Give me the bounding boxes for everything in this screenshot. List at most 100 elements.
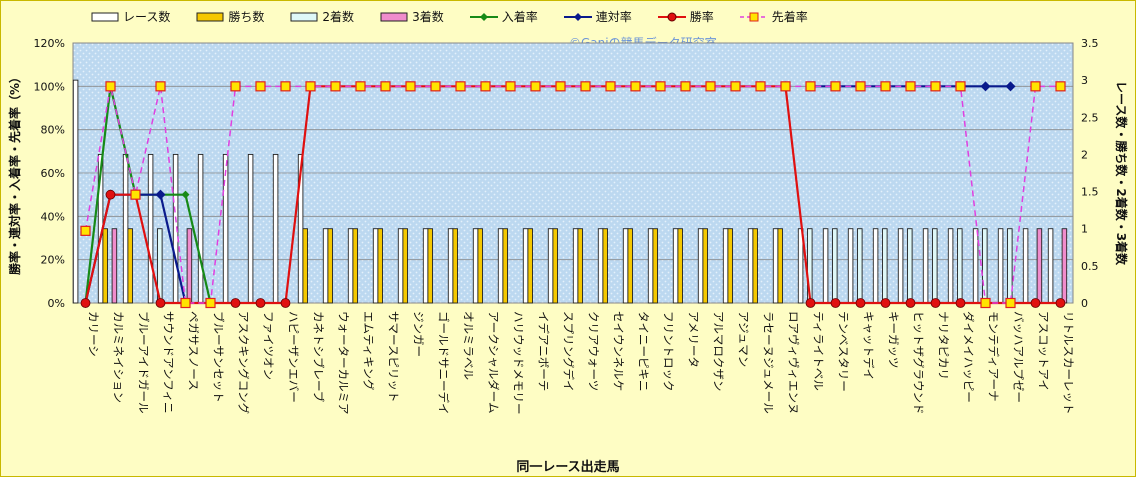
- x-category-label: アスクキングコング: [237, 311, 251, 415]
- marker-先着率: [480, 81, 491, 92]
- bar-レース数: [922, 228, 929, 304]
- bar-2着数: [857, 228, 863, 304]
- legend-item: 連対率: [563, 8, 632, 25]
- bar-レース数: [647, 228, 654, 304]
- marker-先着率: [530, 81, 541, 92]
- x-category-label: クリアウォーツ: [587, 311, 601, 391]
- bar-2着数: [957, 228, 963, 304]
- legend-item: 3着数: [380, 8, 444, 25]
- x-axis-label: 同一レース出走馬: [516, 460, 620, 475]
- bar-勝ち数: [502, 228, 508, 304]
- bar-勝ち数: [677, 228, 683, 304]
- x-category-label: ダイメイハッピー: [962, 311, 976, 403]
- bar-2着数: [932, 228, 938, 304]
- y-right-tick-label: 2.5: [1081, 111, 1099, 124]
- legend-label: 連対率: [595, 10, 632, 24]
- legend-label: 3着数: [412, 10, 444, 24]
- x-category-label: ナリタピカリ: [937, 311, 951, 380]
- x-category-label: テンベスタリー: [837, 311, 851, 392]
- bar-レース数: [547, 228, 554, 304]
- marker-先着率: [330, 81, 341, 92]
- bar-レース数: [947, 228, 954, 304]
- x-category-label: カネトシブレーブ: [312, 311, 326, 403]
- legend-item: 入着率: [469, 8, 538, 25]
- bar-レース数: [497, 228, 504, 304]
- marker-勝率: [255, 298, 266, 308]
- x-category-label: エムティキング: [362, 311, 376, 391]
- line-勝率: [84, 85, 1061, 305]
- bar-レース数: [147, 153, 154, 304]
- x-category-label: ハピーザンエバー: [287, 311, 301, 403]
- x-category-label: アルマロクザン: [712, 311, 726, 391]
- y-left-tick-label: 120%: [34, 37, 65, 50]
- marker-先着率: [880, 81, 891, 92]
- legend-label: 2着数: [322, 10, 355, 24]
- marker-勝率: [155, 298, 166, 308]
- y-right-tick-label: 1.5: [1081, 186, 1099, 199]
- bar-2着数: [907, 228, 913, 304]
- marker-勝率: [905, 298, 916, 308]
- marker-先着率: [1005, 297, 1016, 309]
- legend-item: 先着率: [739, 8, 808, 25]
- x-category-label: ファイツオン: [262, 311, 276, 380]
- bar-勝ち数: [527, 228, 533, 304]
- y-right-tick-label: 0: [1081, 297, 1088, 310]
- legend: レース数 勝ち数 2着数 3着数 入着率 連対率 勝率 先着率: [91, 8, 834, 25]
- bar-レース数: [622, 228, 629, 304]
- bar-勝ち数: [352, 228, 358, 304]
- bar-レース数: [872, 228, 879, 304]
- bar-レース数: [1047, 228, 1054, 304]
- bar-レース数: [972, 228, 979, 304]
- x-category-label: サマースピリット: [387, 311, 401, 402]
- marker-先着率: [605, 81, 616, 92]
- x-category-label: アークシャルダーム: [487, 311, 501, 413]
- x-category-label: ブルーサンセット: [212, 311, 226, 403]
- bar-2着数: [832, 228, 838, 304]
- y-left-tick-label: 40%: [41, 210, 65, 223]
- legend-label: 勝率: [689, 10, 714, 24]
- bar-レース数: [322, 228, 329, 304]
- marker-先着率: [955, 81, 966, 92]
- bar-勝ち数: [477, 228, 483, 304]
- x-category-label: イデアニボーテ: [537, 311, 551, 391]
- marker-勝率: [105, 189, 116, 200]
- marker-先着率: [455, 81, 466, 92]
- bar-レース数: [122, 153, 129, 304]
- bar-レース数: [797, 228, 804, 304]
- marker-入着率: [181, 190, 190, 199]
- marker-先着率: [630, 81, 641, 92]
- marker-勝率: [930, 298, 941, 308]
- x-category-label: ラセーヌジュメール: [762, 311, 776, 414]
- marker-先着率: [180, 297, 191, 309]
- marker-先着率: [380, 81, 391, 92]
- marker-先着率: [155, 81, 166, 92]
- marker-先着率: [105, 81, 116, 92]
- x-category-label: ハリウッドメモリー: [512, 311, 526, 415]
- legend-item: レース数: [91, 8, 170, 25]
- marker-先着率: [305, 81, 316, 92]
- y-left-tick-label: 100%: [34, 80, 65, 93]
- marker-勝率: [855, 298, 866, 308]
- bar-勝ち数: [402, 228, 408, 304]
- x-category-label: ウォーターカルミア: [337, 311, 351, 415]
- x-category-label: バッハアルプゼー: [1012, 311, 1026, 403]
- marker-先着率: [655, 81, 666, 92]
- bar-勝ち数: [602, 228, 608, 304]
- marker-先着率: [580, 81, 591, 92]
- y-left-tick-label: 20%: [41, 254, 65, 267]
- bar-2着数: [1007, 228, 1013, 304]
- marker-先着率: [280, 81, 291, 92]
- marker-先着率: [730, 81, 741, 92]
- y-right-axis-label: レース数・勝ち数・2着数・3着数: [1114, 81, 1129, 266]
- bar-勝ち数: [552, 228, 558, 304]
- marker-勝率: [230, 298, 241, 308]
- x-category-label: アスコットアイ: [1037, 311, 1051, 391]
- legend-label: レース数: [123, 10, 171, 24]
- y-right-tick-label: 3: [1081, 74, 1088, 87]
- bar-レース数: [672, 228, 679, 304]
- bar-勝ち数: [302, 228, 308, 304]
- bar-レース数: [697, 228, 704, 304]
- x-category-label: キーガッツ: [887, 311, 901, 369]
- bar-レース数: [822, 228, 829, 304]
- bar-レース数: [597, 228, 604, 304]
